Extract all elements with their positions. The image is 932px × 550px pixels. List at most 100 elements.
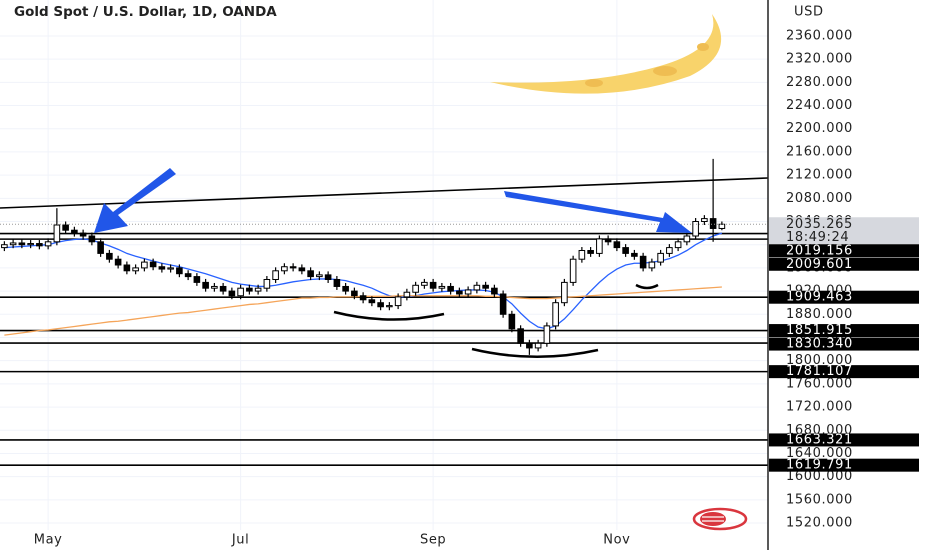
candle-body — [482, 284, 489, 289]
candle-body — [456, 290, 463, 295]
moon-spot — [697, 43, 709, 51]
candle-body — [683, 235, 691, 243]
candle-body — [324, 274, 332, 280]
candle-body — [114, 258, 122, 266]
candle-body — [552, 302, 559, 327]
x-tick-label: May — [34, 533, 63, 548]
candle-body — [587, 250, 594, 254]
level-label-box — [769, 257, 919, 271]
candle-body — [62, 224, 69, 231]
candle-body — [561, 281, 568, 304]
candle-body — [569, 258, 577, 283]
candle-body — [657, 252, 664, 263]
level-label-box — [769, 290, 919, 304]
price-label-box — [769, 217, 919, 245]
y-tick-label: 2080.000 — [786, 191, 853, 206]
curve — [635, 283, 659, 290]
candle-body — [578, 250, 586, 260]
y-tick-label: 2240.000 — [786, 98, 853, 113]
candle-body — [613, 241, 621, 249]
annotations — [0, 14, 769, 531]
candle-body — [167, 267, 174, 270]
level-label: 1851.915 — [786, 323, 853, 338]
candle-body — [272, 270, 279, 280]
candle-body — [464, 289, 472, 295]
level-label: 1619.791 — [786, 458, 853, 473]
y-tick-label: 1800.000 — [786, 353, 853, 368]
candle-body — [342, 285, 349, 292]
y-tick-label: 1520.000 — [786, 516, 853, 531]
x-tick-label: Sep — [420, 533, 446, 548]
candle-body — [639, 255, 647, 269]
x-tick-label: Nov — [603, 533, 630, 548]
candle-body — [254, 287, 262, 292]
candle-body — [508, 313, 516, 330]
arrow — [504, 191, 692, 233]
candle-body — [543, 325, 551, 344]
level-label-box — [769, 433, 919, 447]
y-tick-label: 2160.000 — [786, 144, 853, 159]
plot-area — [0, 158, 768, 466]
moon-spot — [585, 79, 603, 87]
candle-body — [674, 241, 682, 249]
y-tick-label: 2360.000 — [786, 28, 853, 43]
curve — [333, 310, 445, 321]
level-label: 2019.156 — [786, 243, 853, 258]
candle-body — [18, 242, 26, 246]
candle-body — [491, 287, 498, 295]
candle-body — [71, 229, 78, 234]
curve — [471, 347, 599, 358]
level-label: 1909.463 — [786, 290, 853, 305]
candle-body — [412, 284, 419, 293]
candle-body — [123, 264, 131, 272]
candle-body — [666, 247, 673, 254]
y-tick-label: 1600.000 — [786, 469, 853, 484]
candle-body — [692, 221, 699, 237]
level-label-box — [769, 324, 919, 338]
candle-body — [176, 267, 183, 275]
candle-body — [106, 252, 113, 260]
y-tick-label: 1640.000 — [786, 446, 853, 461]
level-label-box — [769, 337, 919, 351]
candle-body — [517, 328, 524, 344]
y-tick-label: 2120.000 — [786, 168, 853, 183]
candle-body — [289, 266, 297, 269]
x-tick-label: Jul — [231, 533, 250, 548]
level-label: 2009.601 — [786, 257, 853, 272]
candle-body — [403, 291, 411, 298]
candle-body — [386, 305, 393, 308]
y-tick-label: 2200.000 — [786, 121, 853, 136]
candle-body — [622, 247, 629, 254]
price-axis: Gold Spot / U.S. Dollar, 1D, OANDA USD 1… — [14, 0, 919, 550]
candle-body — [473, 284, 481, 291]
level-label-box — [769, 244, 919, 258]
candle-body — [97, 241, 104, 254]
candle-body — [701, 218, 708, 223]
logo — [692, 507, 748, 531]
candle-body — [447, 285, 454, 292]
candle-body — [631, 252, 638, 257]
candle-body — [44, 241, 52, 247]
candle-body — [158, 266, 166, 270]
candle-body — [1, 244, 8, 249]
candle-body — [526, 342, 533, 349]
candle-body — [316, 274, 323, 278]
level-label-box — [769, 458, 919, 472]
candle-body — [263, 278, 271, 289]
moving-average — [4, 232, 723, 330]
candle-body — [351, 290, 358, 297]
level-label: 1830.340 — [786, 337, 853, 352]
candle-body — [132, 267, 139, 272]
y-tick-label: 2280.000 — [786, 75, 853, 90]
candle-body — [648, 261, 656, 269]
candle-body — [228, 290, 236, 297]
price-label: 2035.265 — [786, 217, 853, 232]
moon-spot — [653, 66, 677, 76]
candle-body — [149, 261, 157, 268]
y-tick-label: 1560.000 — [786, 492, 853, 507]
candle-body — [211, 285, 218, 289]
candle-body — [718, 223, 726, 229]
candle-body — [88, 235, 96, 243]
countdown: 18:49:24 — [786, 230, 849, 245]
